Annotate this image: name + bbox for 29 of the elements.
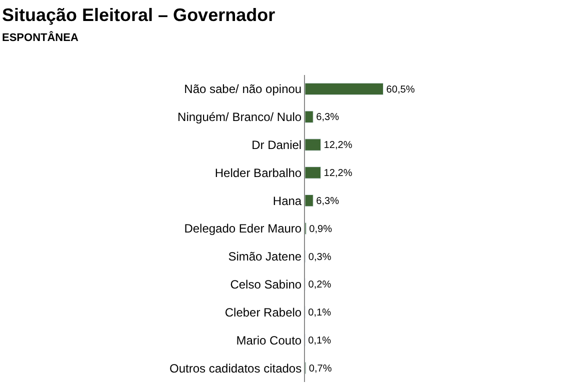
data-label: 12,2% — [324, 168, 352, 180]
data-label: 0,2% — [308, 280, 332, 291]
y-tick-label: Celso Sabino — [230, 278, 302, 292]
y-tick-label: Delegado Eder Mauro — [184, 222, 302, 236]
data-label: 0,1% — [308, 335, 332, 346]
y-tick-label: Mario Couto — [236, 333, 302, 348]
data-label: 6,3% — [316, 112, 340, 124]
y-tick-label: Outros cadidatos citados — [170, 361, 302, 376]
data-label: 6,3% — [316, 196, 340, 207]
bar — [305, 138, 322, 151]
data-label: 0,9% — [309, 224, 332, 235]
y-tick-label: Simão Jatene — [228, 250, 302, 264]
y-tick-label: Helder Barbalho — [214, 166, 302, 180]
data-label: 60,5% — [386, 84, 415, 96]
y-tick-label: Hana — [272, 194, 302, 208]
bar — [305, 194, 314, 207]
data-label: 0,7% — [308, 363, 332, 374]
y-tick-label: Não sabe/ não opinou — [184, 82, 302, 96]
text: ESPONTÂNEA — [2, 31, 78, 44]
y-tick-label: Dr Daniel — [252, 138, 302, 152]
text: Situação Eleitoral – Governador — [2, 5, 276, 25]
bar — [305, 166, 322, 179]
y-tick-label: Cleber Rabelo — [224, 305, 302, 320]
data-label: 0,3% — [308, 252, 332, 263]
bar — [305, 110, 314, 123]
bar — [305, 82, 384, 96]
data-label: 12,2% — [324, 140, 352, 152]
y-tick-label: Ninguém/ Branco/ Nulo — [178, 110, 302, 124]
data-label: 0,1% — [308, 308, 332, 319]
